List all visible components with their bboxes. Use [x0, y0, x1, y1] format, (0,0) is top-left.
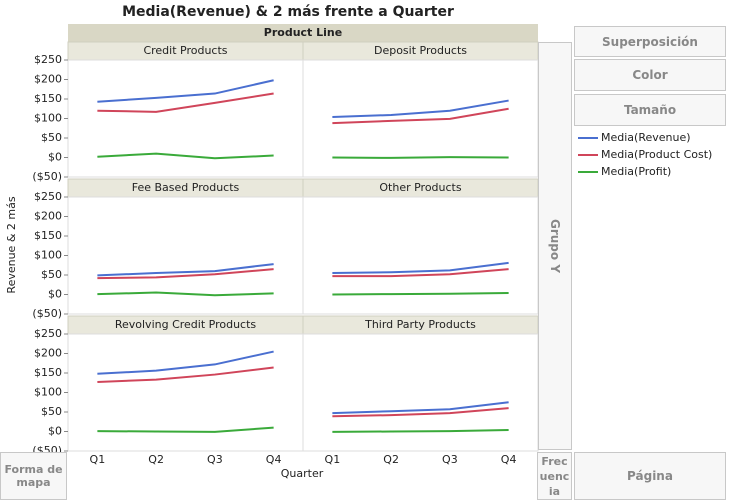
y-tick-label: $0 — [48, 151, 62, 164]
series-line — [332, 107, 509, 125]
panel-frame — [302, 196, 539, 315]
x-tick-label: Q4 — [266, 453, 282, 466]
y-tick-label: $250 — [34, 190, 62, 203]
series-line — [332, 268, 509, 278]
panel-frame — [67, 59, 304, 178]
series-line — [97, 79, 274, 103]
y-tick-label: $150 — [34, 366, 62, 379]
map-shape-zone[interactable]: Forma de mapa — [0, 452, 67, 500]
color-zone[interactable]: Color — [574, 59, 726, 91]
panel-frame — [67, 196, 304, 315]
y-tick-label: $100 — [34, 249, 62, 262]
x-tick-label: Q4 — [501, 453, 517, 466]
series-line — [97, 291, 274, 297]
x-tick-label: Q3 — [442, 453, 458, 466]
series-line — [332, 261, 509, 275]
series-line — [332, 156, 509, 159]
page-zone[interactable]: Página — [574, 452, 726, 500]
x-tick-label: Q3 — [207, 453, 223, 466]
y-tick-label: $50 — [41, 268, 62, 281]
series-line — [332, 291, 509, 296]
x-axis-label: Quarter — [281, 467, 324, 480]
panel-title: Other Products — [379, 181, 461, 194]
y-tick-label: $200 — [34, 73, 62, 86]
y-tick-label: $50 — [41, 405, 62, 418]
legend-label: Media(Product Cost) — [601, 148, 712, 161]
y-axis-label: Revenue & 2 más — [5, 196, 18, 293]
y-tick-label: ($50) — [32, 170, 62, 183]
y-tick-label: $100 — [34, 112, 62, 125]
chart-title: Media(Revenue) & 2 más frente a Quarter — [122, 4, 454, 20]
legend-label: Media(Profit) — [601, 165, 671, 178]
panel-title: Deposit Products — [374, 44, 467, 57]
panel-title: Revolving Credit Products — [115, 318, 257, 331]
group-y-zone[interactable]: Grupo Y — [538, 42, 572, 450]
x-tick-label: Q2 — [148, 453, 164, 466]
y-tick-label: $0 — [48, 288, 62, 301]
size-zone[interactable]: Tamaño — [574, 94, 726, 126]
panel-frame — [302, 59, 539, 178]
y-tick-label: $50 — [41, 131, 62, 144]
series-line — [97, 263, 274, 277]
series-line — [332, 428, 509, 433]
y-tick-label: ($50) — [32, 307, 62, 320]
legend-label: Media(Revenue) — [601, 131, 691, 144]
panel-frame — [67, 333, 304, 452]
y-tick-label: $250 — [34, 53, 62, 66]
y-tick-label: $200 — [34, 347, 62, 360]
panel-title: Credit Products — [143, 44, 227, 57]
group-title: Product Line — [264, 26, 342, 39]
series-line — [332, 407, 509, 418]
panel-title: Third Party Products — [364, 318, 476, 331]
y-tick-label: $100 — [34, 386, 62, 399]
series-line — [97, 92, 274, 113]
series-line — [332, 401, 509, 415]
frequency-zone[interactable]: Frecuencia — [537, 452, 572, 500]
series-line — [97, 426, 274, 433]
group-header — [68, 24, 538, 42]
panel-title: Fee Based Products — [132, 181, 240, 194]
series-line — [97, 350, 274, 375]
y-tick-label: $200 — [34, 210, 62, 223]
series-line — [332, 99, 509, 118]
series-line — [97, 268, 274, 280]
x-tick-label: Q1 — [325, 453, 341, 466]
y-tick-label: $250 — [34, 327, 62, 340]
series-line — [97, 366, 274, 383]
y-tick-label: $150 — [34, 92, 62, 105]
series-line — [97, 152, 274, 160]
y-tick-label: $150 — [34, 229, 62, 242]
y-tick-label: $0 — [48, 425, 62, 438]
overlay-zone[interactable]: Superposición — [574, 26, 726, 57]
x-tick-label: Q2 — [383, 453, 399, 466]
panel-frame — [302, 333, 539, 452]
x-tick-label: Q1 — [90, 453, 106, 466]
group-y-label: Grupo Y — [548, 218, 563, 274]
